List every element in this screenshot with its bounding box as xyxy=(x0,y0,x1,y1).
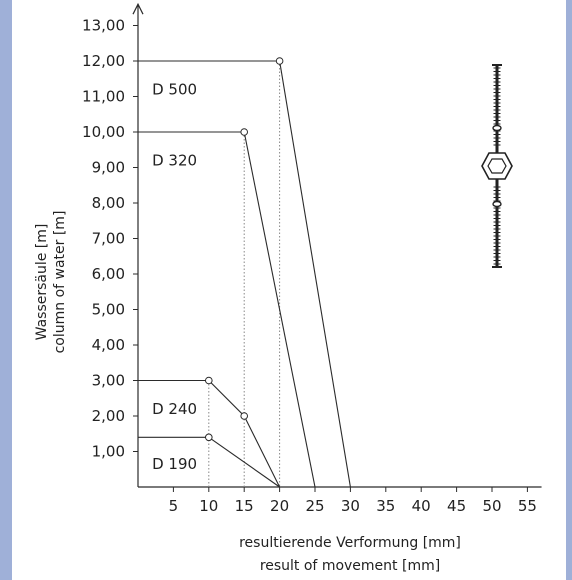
y-tick-label: 4,00 xyxy=(92,336,125,354)
y-tick-label: 11,00 xyxy=(82,88,125,106)
x-axis-title-de: resultierende Verformung [mm] xyxy=(239,535,461,551)
y-axis-title-de: Wassersäule [m] xyxy=(34,224,50,341)
x-axis-title-en: result of movement [mm] xyxy=(260,558,440,574)
profile-node-icon xyxy=(492,124,502,132)
x-tick-label: 35 xyxy=(376,497,395,515)
x-tick-label: 30 xyxy=(341,497,360,515)
series-label-d-320: D 320 xyxy=(152,151,197,169)
x-tick-label: 10 xyxy=(199,497,218,515)
series-label-d-500: D 500 xyxy=(152,80,197,98)
x-tick-label: 5 xyxy=(169,497,179,515)
y-tick-label: 12,00 xyxy=(82,52,125,70)
data-point-d-240 xyxy=(205,376,213,385)
profile-bulb-inner-icon xyxy=(487,158,507,174)
chart-frame: 1,00 2,00 3,00 4,00 5,00 6,00 7,00 8,00 9,00 10,0… xyxy=(12,0,566,580)
y-tick-label: 13,00 xyxy=(82,17,125,35)
y-tick-label: 7,00 xyxy=(92,230,125,248)
data-point-d-500 xyxy=(275,57,284,65)
y-tick-label: 2,00 xyxy=(92,407,125,425)
y-axis-title-en: column of water [m] xyxy=(52,211,68,354)
data-point-d-240 xyxy=(240,412,248,420)
x-tick-label: 40 xyxy=(412,497,431,515)
x-tick-label: 15 xyxy=(235,497,254,515)
x-tick-label: 25 xyxy=(305,497,324,515)
series-line-d-190 xyxy=(208,436,280,488)
y-tick-label: 8,00 xyxy=(92,194,125,212)
y-axis-arrow xyxy=(132,2,144,15)
y-tick-label: 1,00 xyxy=(92,443,125,461)
data-point-d-190 xyxy=(205,433,213,442)
y-tick-label: 3,00 xyxy=(92,372,125,390)
series-label-d-190: D 190 xyxy=(152,455,197,473)
x-tick-label: 55 xyxy=(518,497,537,515)
x-tick-label: 45 xyxy=(447,497,466,515)
x-tick-label: 20 xyxy=(270,497,289,515)
y-tick-label: 6,00 xyxy=(92,265,125,283)
y-tick-label: 9,00 xyxy=(92,159,125,177)
series-line-d-320 xyxy=(243,131,316,488)
profile-node-icon xyxy=(492,200,502,208)
line-chart: 1,00 2,00 3,00 4,00 5,00 6,00 7,00 8,00 9,00 10,0… xyxy=(34,2,542,574)
series-line-d-500 xyxy=(279,60,351,488)
data-point-d-320 xyxy=(240,128,248,136)
y-tick-label: 5,00 xyxy=(92,301,125,319)
y-tick-label: 10,00 xyxy=(82,123,125,141)
x-tick-label: 50 xyxy=(482,497,501,515)
series-label-d-240: D 240 xyxy=(152,400,197,418)
